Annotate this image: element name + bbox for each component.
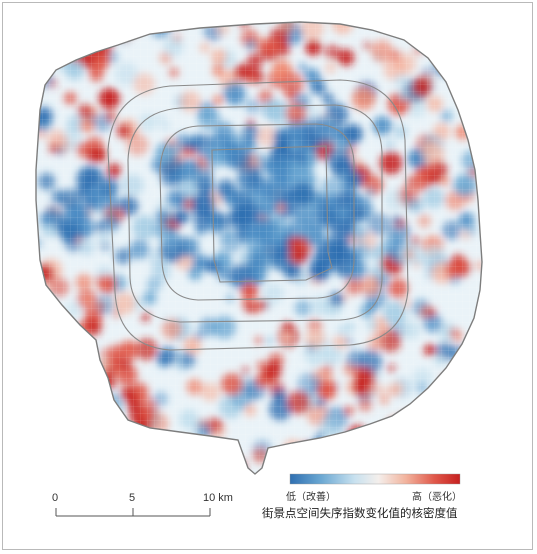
density-blob (162, 464, 175, 474)
density-blob (446, 391, 469, 415)
density-blob (36, 430, 43, 443)
density-blob (432, 396, 453, 417)
density-blob (471, 48, 482, 64)
study-area-boundary (35, 21, 483, 475)
density-blob (114, 23, 132, 42)
density-blob (444, 443, 461, 459)
density-blob (125, 25, 136, 36)
density-blob (36, 387, 48, 410)
density-blob (48, 422, 59, 433)
legend-color-bar (289, 473, 461, 485)
density-blob (36, 393, 56, 417)
density-blob (226, 457, 246, 474)
ring-roads (107, 79, 409, 351)
density-blob (449, 42, 462, 55)
density-blob (441, 374, 453, 386)
density-blob (53, 39, 77, 63)
density-blob (400, 411, 415, 427)
density-blob (94, 379, 108, 394)
density-blob (455, 34, 466, 45)
density-blob (78, 35, 90, 47)
density-blob (343, 451, 368, 474)
density-blob (49, 358, 69, 378)
ring-road-outer (107, 79, 409, 351)
density-blob (443, 441, 467, 465)
density-blob (212, 459, 226, 472)
density-blob (73, 27, 96, 50)
density-blob (420, 24, 440, 44)
density-blob (407, 435, 422, 450)
ring-road-2 (159, 123, 355, 301)
density-blob (52, 415, 74, 437)
legend-title: 街景点空间失序指数变化值的核密度值 (262, 506, 458, 520)
density-blob (417, 431, 431, 445)
density-blob (71, 336, 93, 358)
scale-tick-10: 10 km (203, 492, 233, 504)
density-blob (430, 430, 439, 439)
density-blob (391, 442, 413, 464)
density-blob (387, 457, 406, 474)
density-blob (419, 411, 442, 434)
density-blob (312, 448, 327, 463)
density-blob (85, 29, 100, 44)
density-blob (206, 446, 221, 461)
density-blob (384, 416, 408, 440)
legend-low-label: 低（改善） (286, 492, 336, 503)
density-blob (48, 403, 68, 423)
density-blob (93, 423, 108, 438)
density-blob (463, 63, 482, 82)
density-blob (430, 36, 450, 56)
density-blob (306, 440, 326, 460)
density-blob (446, 22, 456, 29)
density-blob (59, 359, 81, 381)
density-blob (45, 340, 70, 364)
density-blob (95, 430, 113, 447)
density-blob (340, 452, 362, 474)
density-blob (38, 40, 58, 59)
density-blob (57, 391, 76, 410)
density-blob (64, 22, 83, 40)
density-blob (418, 397, 442, 422)
density-blob (145, 436, 169, 460)
density-blob (58, 25, 74, 41)
density-blob (467, 336, 479, 349)
density-blob (468, 106, 481, 120)
density-blob (474, 34, 482, 44)
density-blob (93, 408, 107, 422)
density-blob (466, 396, 478, 408)
density-blob (36, 31, 49, 51)
density-blob (434, 39, 449, 54)
density-blob (62, 429, 83, 450)
scale-tick-0: 0 (52, 492, 59, 504)
scale-tick-5: 5 (129, 492, 136, 504)
density-blob (82, 343, 97, 357)
density-blob (120, 31, 132, 42)
scale-bar (55, 508, 211, 517)
density-blob (411, 424, 429, 442)
ring-road-inner (211, 145, 333, 283)
density-blob (54, 340, 69, 354)
density-blob (473, 65, 482, 76)
density-blob (468, 429, 482, 445)
ring-road-3 (127, 104, 383, 323)
legend-high-label: 高（恶化） (412, 492, 462, 503)
density-blob (131, 442, 154, 466)
density-blob (92, 405, 104, 417)
density-blob (130, 24, 140, 34)
density-blob (455, 405, 467, 417)
density-blob (300, 442, 312, 454)
density-blob (453, 23, 474, 44)
density-blob (340, 433, 349, 442)
density-blob (80, 430, 91, 441)
density-blob (475, 108, 482, 118)
density-blob (70, 436, 89, 455)
density-blob (469, 109, 478, 118)
density-blob (430, 393, 444, 407)
density-blob (408, 419, 418, 430)
density-blob (299, 446, 320, 467)
density-blob (107, 446, 130, 470)
density-blob (456, 49, 467, 61)
